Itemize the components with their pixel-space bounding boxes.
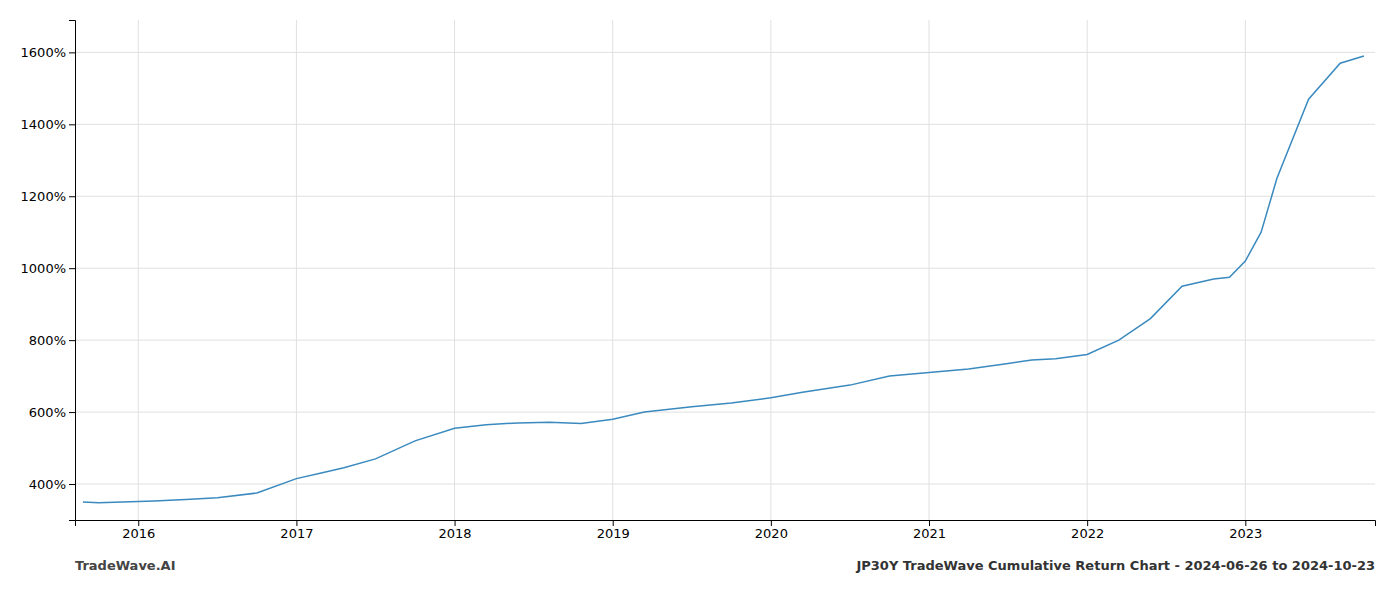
- y-tick: 1200%: [21, 189, 75, 204]
- plot-area: 2016 2017 2018 2019 2020 2021 2022 2023 400% 600%…: [21, 20, 1376, 541]
- x-tick-label: 2021: [913, 526, 946, 541]
- title: JP30Y TradeWave Cumulative Return Chart …: [855, 558, 1375, 573]
- grid-line-y: [75, 268, 1375, 269]
- x-tick-label: 2023: [1229, 526, 1262, 541]
- x-tick: 2016: [122, 520, 155, 541]
- grid-line-x: [138, 20, 139, 520]
- y-tick-mark: [69, 340, 75, 341]
- y-tick: 1400%: [21, 117, 75, 132]
- y-tick-label: 1000%: [21, 261, 66, 276]
- grid-line-x: [770, 20, 771, 520]
- x-tick-label: 2016: [122, 526, 155, 541]
- x-tick-mark: [1087, 520, 1088, 526]
- x-axis-line: [76, 521, 1376, 527]
- y-axis-line: [69, 21, 76, 521]
- x-tick: 2017: [280, 520, 313, 541]
- y-tick-label: 1600%: [21, 45, 66, 60]
- x-tick-mark: [138, 520, 139, 526]
- y-tick-label: 400%: [29, 477, 66, 492]
- x-tick-mark: [771, 520, 772, 526]
- y-tick: 1600%: [21, 45, 75, 60]
- series-group: [83, 56, 1364, 503]
- x-tick-label: 2018: [439, 526, 472, 541]
- grid-line-y: [75, 52, 1375, 53]
- x-tick-mark: [296, 520, 297, 526]
- y-tick-mark: [69, 268, 75, 269]
- x-tick-mark: [929, 520, 930, 526]
- line: [83, 56, 1364, 503]
- grid-line-y: [75, 340, 1375, 341]
- grid: [75, 20, 1375, 520]
- y-tick-label: 1200%: [21, 189, 66, 204]
- grid-line-x: [612, 20, 613, 520]
- y-tick-mark: [69, 124, 75, 125]
- x-tick: 2020: [755, 520, 788, 541]
- x-axis: 2016 2017 2018 2019 2020 2021 2022 2023: [76, 520, 1376, 541]
- grid-line-x: [454, 20, 455, 520]
- grid-line-y: [75, 124, 1375, 125]
- y-tick-mark: [69, 196, 75, 197]
- x-tick-label: 2020: [755, 526, 788, 541]
- grid-line-x: [929, 20, 930, 520]
- y-axis: 400% 600% 800% 1000% 1200% 1400% 1600%: [21, 21, 76, 521]
- grid-line-y: [75, 196, 1375, 197]
- grid-line-x: [1087, 20, 1088, 520]
- x-tick: 2018: [439, 520, 472, 541]
- grid-line-y: [75, 412, 1375, 413]
- x-tick-mark: [455, 520, 456, 526]
- x-tick-label: 2019: [597, 526, 630, 541]
- y-tick: 1000%: [21, 261, 75, 276]
- x-tick: 2021: [913, 520, 946, 541]
- x-tick-mark: [1245, 520, 1246, 526]
- y-tick: 400%: [29, 477, 75, 492]
- y-tick-label: 800%: [29, 333, 66, 348]
- x-tick: 2022: [1071, 520, 1104, 541]
- y-tick-label: 1400%: [21, 117, 66, 132]
- x-tick: 2023: [1229, 520, 1262, 541]
- grid-line-x: [296, 20, 297, 520]
- watermark: TradeWave.AI: [75, 558, 176, 573]
- y-tick-mark: [69, 52, 75, 53]
- y-tick: 800%: [29, 333, 75, 348]
- chart: 2016 2017 2018 2019 2020 2021 2022 2023 400% 600%…: [0, 0, 1400, 600]
- x-tick-label: 2022: [1071, 526, 1104, 541]
- y-tick-label: 600%: [29, 405, 66, 420]
- y-tick-mark: [69, 412, 75, 413]
- x-tick-label: 2017: [280, 526, 313, 541]
- y-tick-mark: [69, 484, 75, 485]
- x-tick-mark: [613, 520, 614, 526]
- x-tick: 2019: [597, 520, 630, 541]
- grid-line-y: [75, 484, 1375, 485]
- grid-line-x: [1245, 20, 1246, 520]
- y-tick: 600%: [29, 405, 75, 420]
